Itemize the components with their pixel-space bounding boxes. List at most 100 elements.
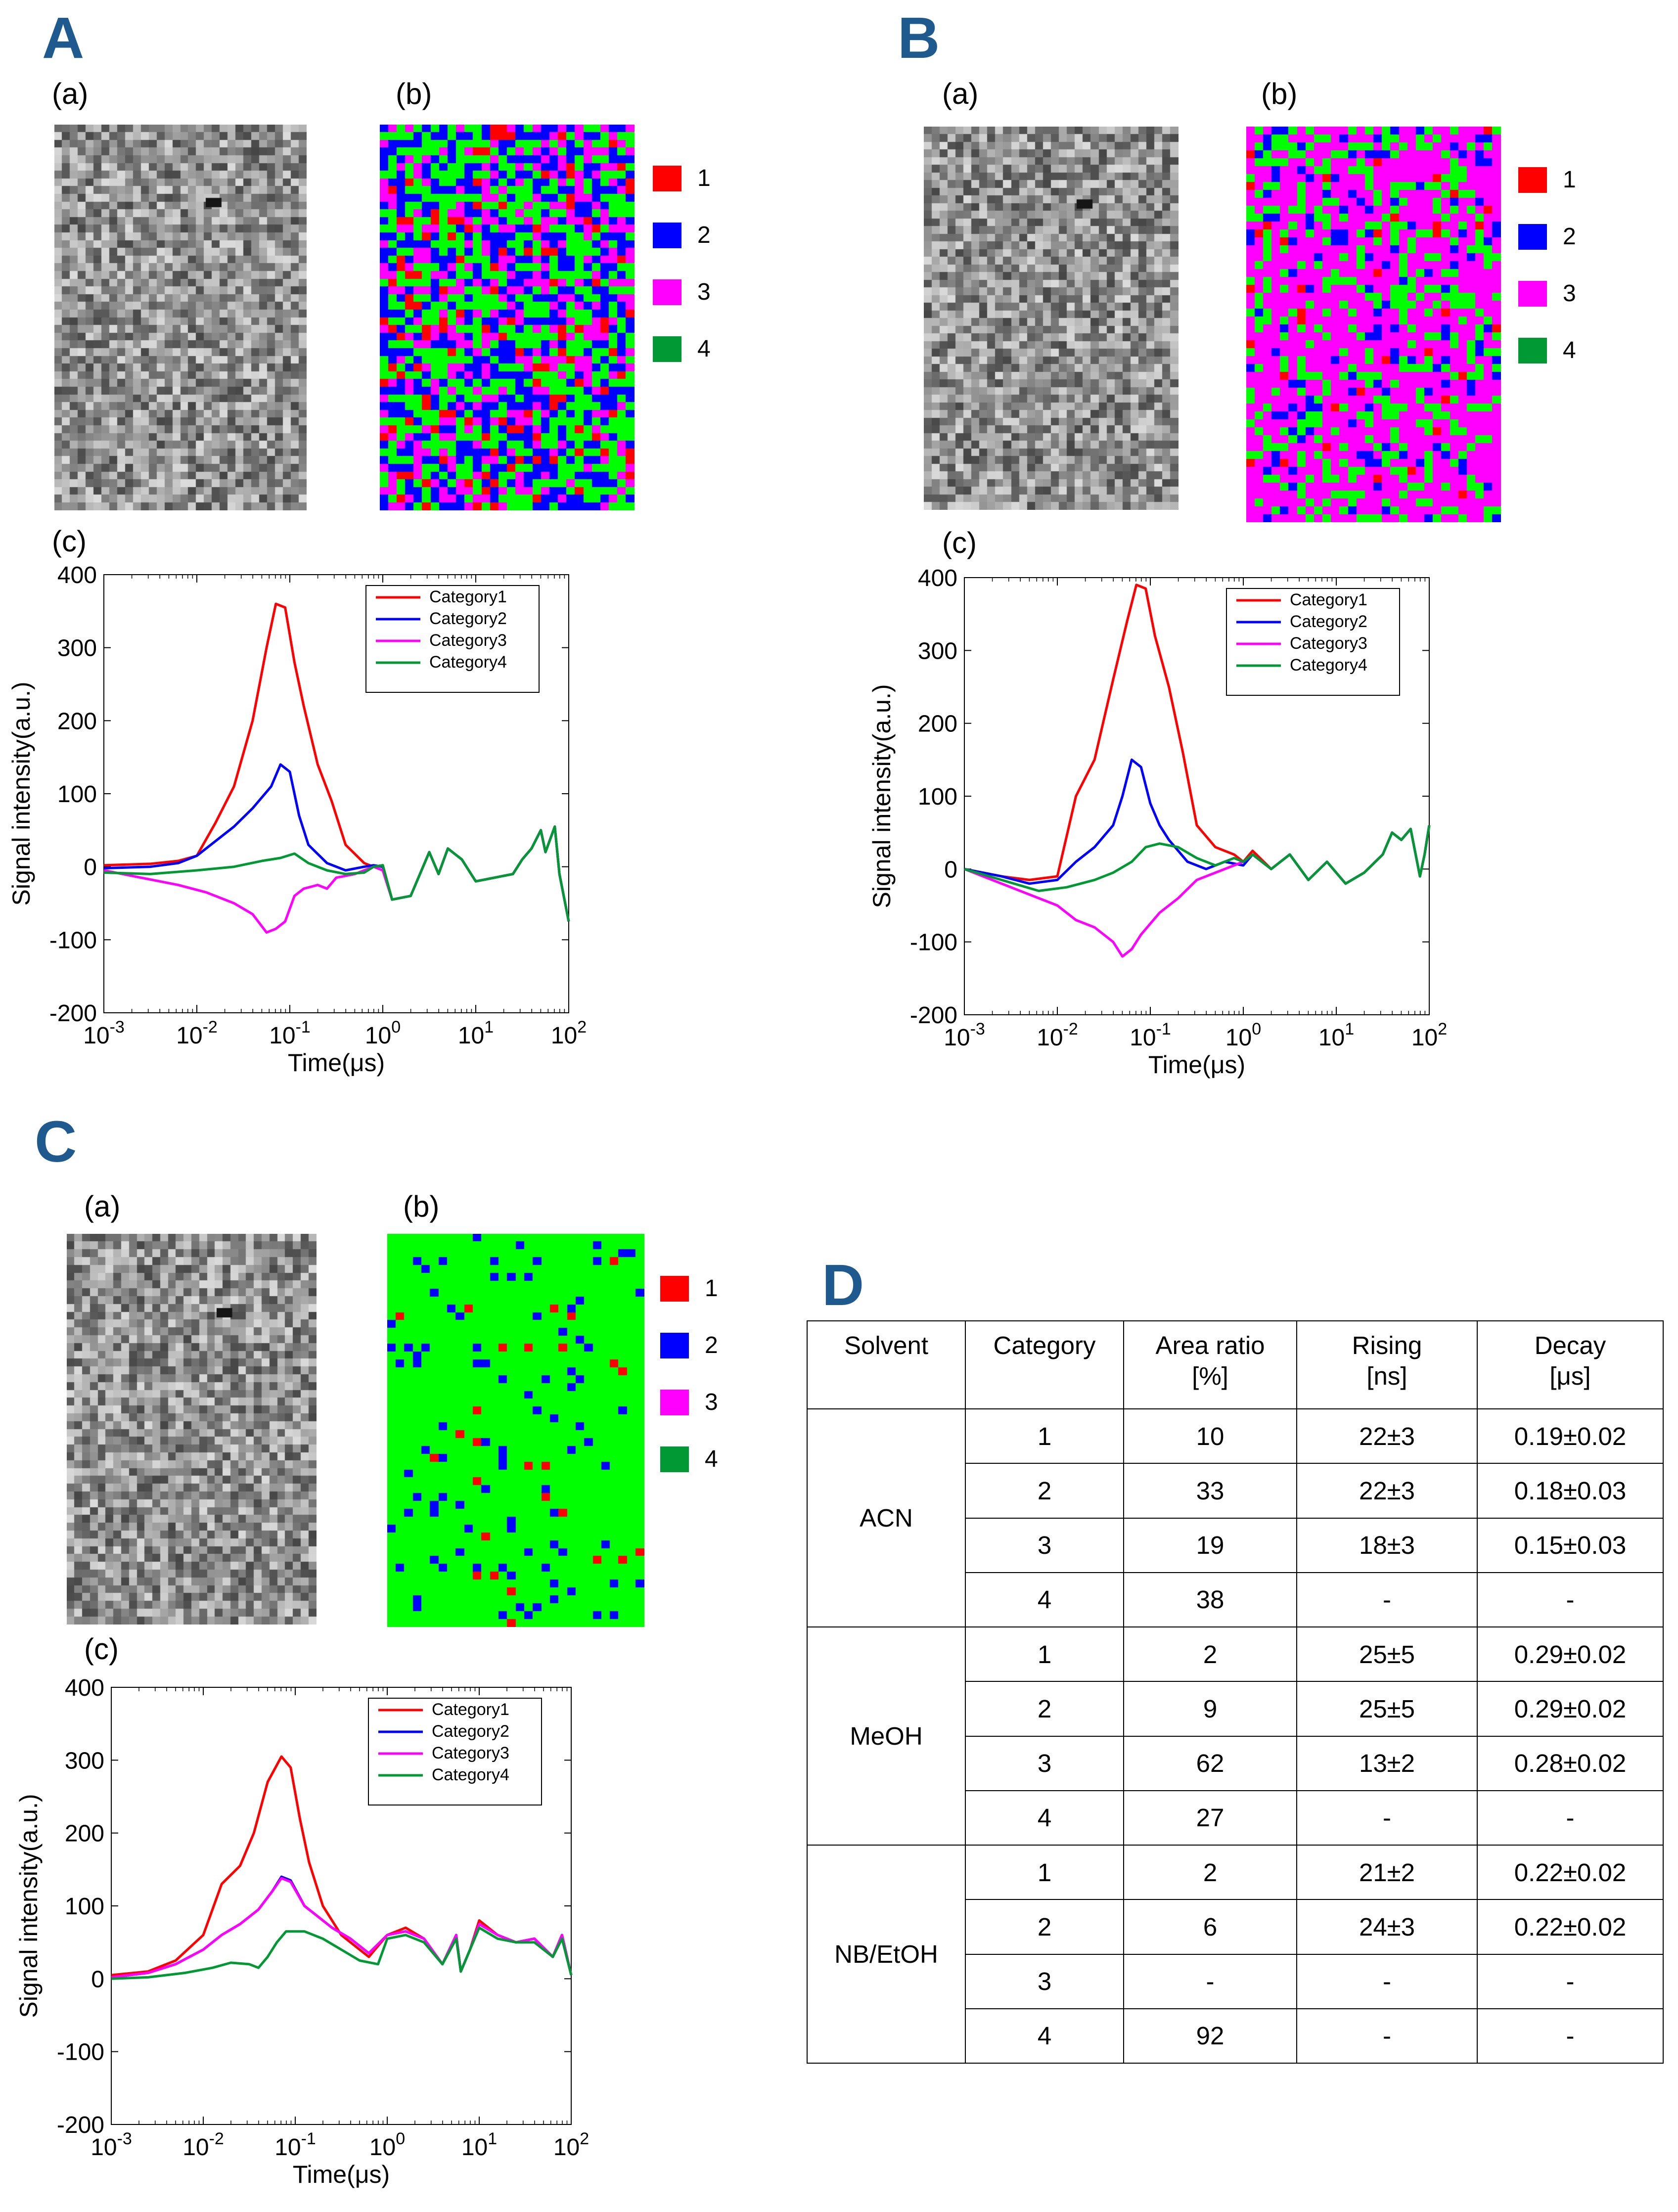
x-tick-label: 100: [369, 2129, 405, 2161]
y-tick-label: 200: [57, 708, 97, 734]
legend-swatch: [653, 336, 681, 362]
table-row: 2 33 22±3 0.18±0.03: [807, 1463, 1664, 1519]
x-tick-exponent: 1: [484, 1018, 494, 1037]
x-tick-exponent: -1: [1156, 1020, 1171, 1038]
legend-series-label: Category1: [429, 587, 507, 606]
legend-series-label: Category2: [432, 1722, 509, 1741]
y-axis-label: Signal intensity(a.u.): [15, 1794, 43, 2018]
legend-swatch: [660, 1390, 689, 1415]
x-tick-label: 102: [553, 2129, 589, 2161]
series-line-category3: [111, 1877, 573, 1979]
legend-swatch: [1518, 281, 1547, 307]
x-axis-label: Time(μs): [293, 2161, 390, 2188]
table-row: 4 92- -: [807, 2008, 1664, 2064]
legend-series-label: Category1: [432, 1700, 509, 1719]
legend-swatch: [1518, 167, 1547, 193]
x-tick-label: 10-1: [269, 1018, 311, 1049]
panel-c-sub-a: (a): [84, 1190, 121, 1223]
table-row: MeOH 1 2 25±5 0.29±0.02: [807, 1626, 1664, 1846]
table-cell: 2: [1123, 1844, 1297, 1900]
x-tick-label: 100: [365, 1018, 401, 1049]
chart-legend-box: [368, 1698, 542, 1806]
x-tick-label: 10-3: [91, 2129, 132, 2161]
table-cell: 92: [1123, 2008, 1297, 2064]
panel-c-grayscale-image: [67, 1234, 317, 1625]
table-cell: 9: [1123, 1681, 1297, 1737]
x-tick-exponent: -2: [203, 1018, 218, 1037]
table-cell: 22±3: [1296, 1408, 1478, 1464]
table-cell: 24±3: [1296, 1899, 1478, 1955]
y-tick-label: -100: [910, 930, 957, 956]
y-tick-label: 400: [57, 562, 97, 588]
x-tick-exponent: -2: [1063, 1020, 1078, 1038]
y-tick-label: 400: [918, 565, 957, 591]
table-cell: 19: [1123, 1517, 1297, 1573]
x-tick-label: 101: [458, 1018, 494, 1049]
table-cell: 2: [965, 1463, 1124, 1519]
legend-label: 3: [705, 1389, 718, 1415]
table-row: 3 19 18±3 0.15±0.03: [807, 1517, 1664, 1573]
series-line-category3: [964, 825, 1431, 958]
table-cell: 62: [1123, 1735, 1297, 1791]
x-tick-exponent: 2: [1438, 1020, 1447, 1038]
series-line-category4: [964, 825, 1431, 892]
legend-swatch: [660, 1333, 689, 1358]
table-cell: 4: [965, 2008, 1124, 2064]
table-cell: -: [1477, 1572, 1664, 1628]
table-header-row: Solvent Category Area ratio [%] Rising [ns…: [807, 1320, 1664, 1409]
legend-swatch: [653, 279, 681, 305]
legend-series-label: Category4: [1290, 656, 1367, 675]
legend-label: 4: [705, 1446, 718, 1472]
y-tick-label: 0: [84, 855, 97, 881]
panel-b-sub-a: (a): [942, 77, 979, 110]
table-cell: -: [1296, 1790, 1478, 1846]
x-tick-exponent: 2: [577, 1018, 587, 1037]
legend-swatch: [1518, 338, 1547, 363]
panel-b-sub-c: (c): [942, 526, 977, 559]
x-tick-exponent: -1: [296, 1018, 311, 1037]
legend-label: 2: [705, 1332, 718, 1358]
header-area-ratio: Area ratio [%]: [1123, 1320, 1297, 1409]
legend-swatch: [1518, 224, 1547, 250]
series-line-category4: [103, 825, 570, 922]
y-tick-label: -100: [49, 927, 97, 953]
table-cell: 1: [965, 1626, 1124, 1682]
y-tick-label: -100: [57, 2039, 104, 2066]
table-cell: 2: [1123, 1626, 1297, 1682]
x-tick-label: 10-2: [1037, 1020, 1078, 1051]
legend-series-label: Category3: [432, 1744, 509, 1762]
legend-swatch: [660, 1446, 689, 1472]
legend-series-label: Category4: [432, 1765, 509, 1784]
x-tick-exponent: 1: [488, 2129, 497, 2148]
y-tick-label: 300: [57, 635, 97, 662]
x-tick-exponent: -3: [117, 2129, 132, 2148]
x-axis-label: Time(μs): [1148, 1051, 1245, 1079]
x-tick-label: 102: [1411, 1020, 1447, 1051]
table-row: NB/EtOH 1 2 21±2 0.22±0.02: [807, 1844, 1664, 2064]
table-cell: 4: [965, 1572, 1124, 1628]
table-row: 3---: [807, 1953, 1664, 2009]
table-cell: 1: [965, 1408, 1124, 1464]
table-cell: -: [1296, 1572, 1478, 1628]
panel-b-category-map: [1246, 127, 1501, 522]
panel-a-sub-c: (c): [52, 525, 87, 558]
table-cell: 27: [1123, 1790, 1297, 1846]
table-cell: -: [1123, 1953, 1297, 2009]
table-cell: 2: [965, 1681, 1124, 1737]
series-line-category4: [111, 1926, 573, 1980]
y-tick-label: -200: [57, 2112, 104, 2138]
y-tick-label: 0: [91, 1966, 104, 1992]
panel-a-grayscale-image: [54, 125, 307, 510]
solvent-cell: NB/EtOH: [807, 1845, 966, 2064]
chart-legend-box: [365, 585, 540, 693]
table-body: ACN 1 10 22±3 0.19±0.02 2 33 22±3 0.18±0.03 3 19 18…: [807, 1408, 1664, 2064]
y-tick-label: -200: [910, 1002, 957, 1029]
x-tick-label: 101: [461, 2129, 497, 2161]
table-cell: -: [1477, 1953, 1664, 2009]
legend-series-label: Category2: [429, 609, 507, 628]
x-tick-exponent: 0: [1252, 1020, 1261, 1038]
y-axis-label: Signal intensity(a.u.): [7, 681, 35, 905]
